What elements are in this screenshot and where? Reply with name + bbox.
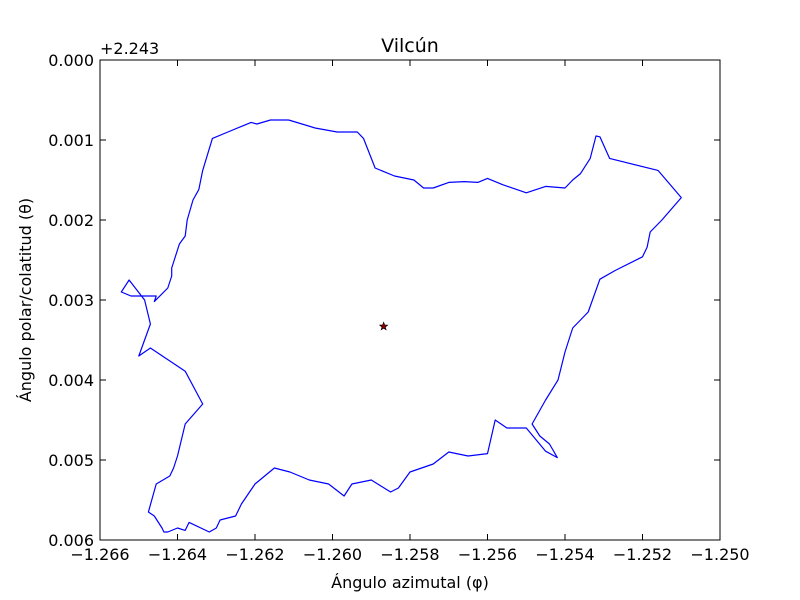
- boundary-line: [120, 119, 682, 533]
- y-tick-label: 0.004: [48, 371, 94, 390]
- plot-area: [100, 60, 720, 540]
- plot-background: [100, 60, 720, 540]
- x-tick-label: −1.250: [690, 545, 749, 564]
- y-tick-label: 0.006: [48, 531, 94, 550]
- x-tick-label: −1.264: [148, 545, 207, 564]
- center-star-marker: [378, 321, 389, 331]
- ticks-layer: −1.266 −1.264 −1.262 −1.260 −1.258 −1.256 −1.2…: [48, 51, 749, 564]
- x-tick-label: −1.256: [458, 545, 517, 564]
- y-tick-label: 0.003: [48, 291, 94, 310]
- y-tick-label: 0.002: [48, 211, 94, 230]
- y-tick-label: 0.000: [48, 51, 94, 70]
- x-axis-label: Ángulo azimutal (φ): [331, 573, 489, 592]
- y-axis-offset-label: +2.243: [100, 39, 159, 58]
- x-tick-label: −1.260: [303, 545, 362, 564]
- plot-frame: [99, 59, 721, 541]
- x-tick-label: −1.252: [613, 545, 672, 564]
- x-tick-label: −1.258: [380, 545, 439, 564]
- chart-title: Vilcún: [381, 35, 439, 57]
- y-axis-label: Ángulo polar/colatitud (θ): [16, 198, 35, 402]
- x-tick-label: −1.254: [535, 545, 594, 564]
- series-layer: [120, 119, 682, 533]
- x-tick-label: −1.262: [225, 545, 284, 564]
- y-tick-label: 0.005: [48, 451, 94, 470]
- y-tick-label: 0.001: [48, 131, 94, 150]
- x-tick-label: −1.266: [70, 545, 129, 564]
